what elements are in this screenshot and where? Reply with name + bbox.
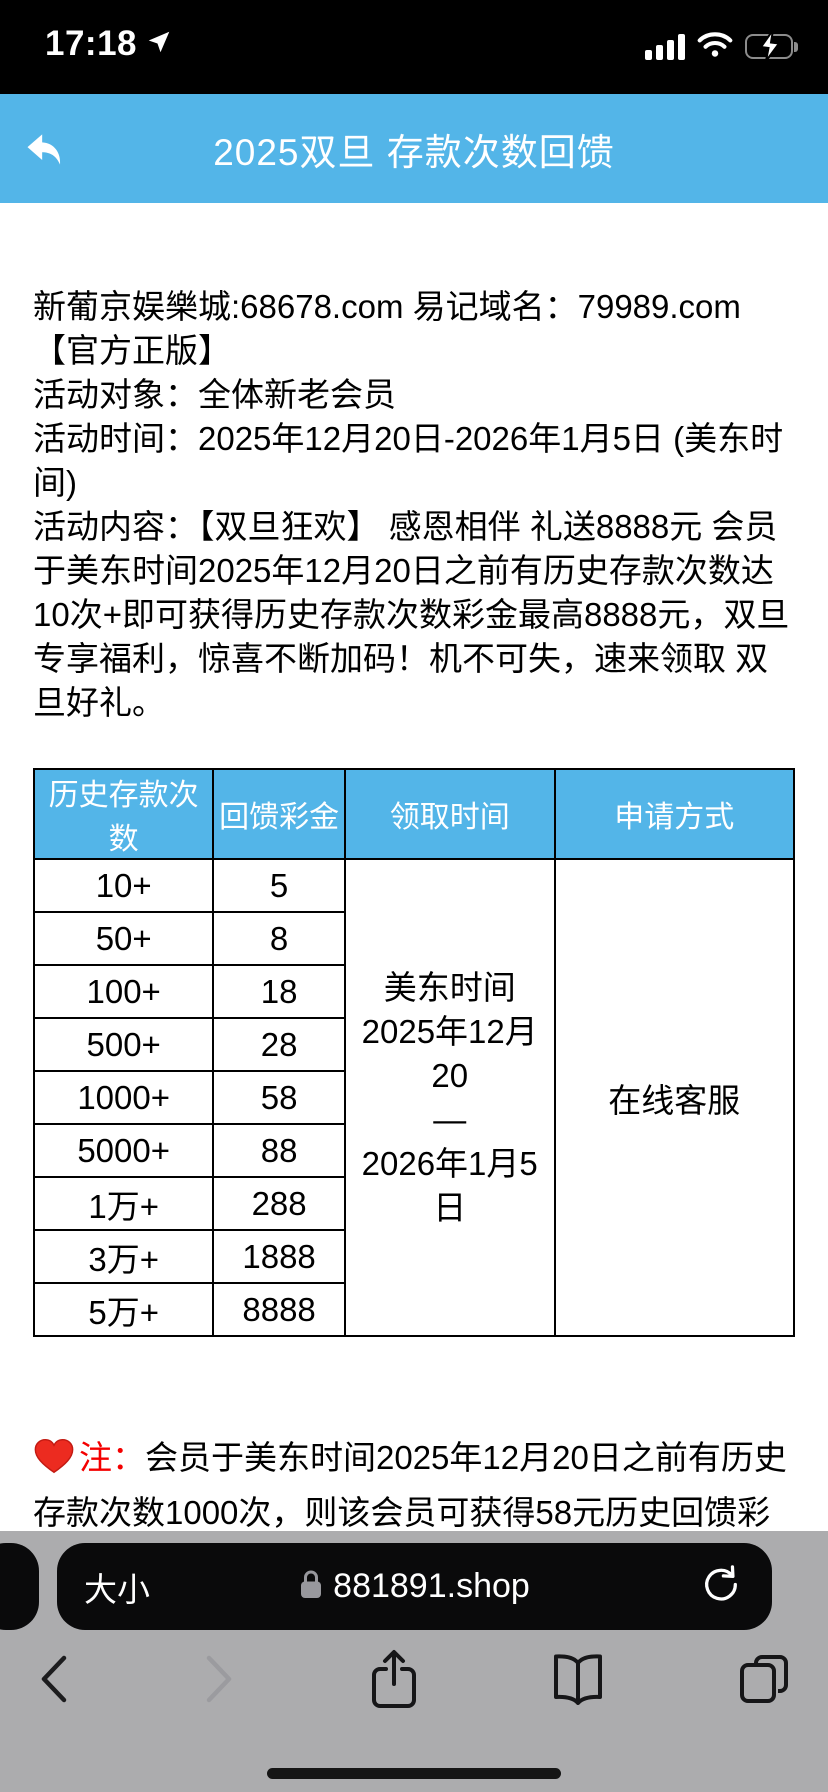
table-row: 1万+ 288 (32, 1176, 794, 1231)
note-paragraph: 注：会员于美东时间2025年12月20日之前有历史存款次数1000次，则该会员可… (33, 1433, 795, 1586)
deposit-count-cell: 50+ (32, 911, 215, 966)
deposit-count-cell: 100+ (32, 964, 215, 1019)
red-heart-icon (33, 1437, 75, 1488)
table-row: 3万+ 1888 (32, 1229, 794, 1284)
col-header-bonus: 回馈彩金 (212, 768, 346, 860)
table-row: 5000+ 88 (32, 1123, 794, 1178)
table-header-row: 历史存款次数 回馈彩金 领取时间 申请方式 (32, 768, 796, 860)
bonus-cell: 28 (212, 1017, 346, 1072)
deposit-count-cell: 3万+ (32, 1229, 215, 1284)
col-header-claim-time: 领取时间 (343, 768, 556, 860)
table-row: 500+ 28 (32, 1017, 794, 1072)
bookmarks-icon[interactable] (551, 1653, 605, 1705)
table-row: 10+ 5 美东时间 2025年12月20 — 2026年1月5日 在线客服 (32, 858, 796, 1337)
promo-audience-line: 活动对象：全体新老会员 (33, 376, 396, 413)
url-text: 881891.shop (333, 1567, 530, 1605)
deposit-count-cell: 5000+ (32, 1123, 215, 1178)
deposit-count-cell: 1000+ (32, 1070, 215, 1125)
table-row: 100+ 18 (32, 964, 794, 1019)
claim-time-line: 美东时间 (383, 968, 516, 1006)
bonus-cell: 5 (212, 858, 346, 913)
claim-time-cell: 美东时间 2025年12月20 — 2026年1月5日 (343, 858, 556, 1337)
tabs-icon[interactable] (738, 1653, 790, 1705)
rebate-table: 历史存款次数 回馈彩金 领取时间 申请方式 10+ 5 美东时间 2025年12… (32, 768, 796, 1337)
page-header: 2025双旦 存款次数回馈 (0, 94, 828, 203)
bonus-cell: 8888 (212, 1282, 346, 1337)
page-title: 2025双旦 存款次数回馈 (213, 131, 615, 173)
table-row: 5万+ 8888 (32, 1282, 794, 1337)
clock: 17:18 (45, 24, 138, 63)
claim-time-line: 2025年12月20 (361, 1012, 538, 1094)
table-row: 1000+ 58 (32, 1070, 794, 1125)
address-bar[interactable]: 大小 881891.shop (57, 1543, 772, 1630)
reload-button[interactable] (700, 1563, 742, 1610)
lock-icon (299, 1568, 323, 1605)
note-prefix: 注： (79, 1439, 145, 1476)
col-header-apply-method: 申请方式 (553, 768, 796, 860)
back-chevron-icon[interactable] (36, 1653, 70, 1705)
adjacent-tab-preview[interactable] (0, 1543, 39, 1630)
bonus-cell: 8 (212, 911, 346, 966)
bonus-cell: 88 (212, 1123, 346, 1178)
battery-charging-icon (744, 29, 798, 62)
share-icon[interactable] (370, 1648, 418, 1710)
forward-chevron-icon[interactable] (203, 1653, 237, 1705)
status-bar: 17:18 (0, 0, 828, 94)
claim-time-line: 2026年1月5日 (361, 1144, 538, 1226)
promo-details-paragraph: 活动内容：【双旦狂欢】 感恩相伴 礼送8888元 会员于美东时间2025年12月… (33, 508, 790, 721)
location-arrow-icon (146, 29, 172, 60)
bonus-cell: 18 (212, 964, 346, 1019)
table-row: 50+ 8 (32, 911, 794, 966)
text-size-button[interactable]: 大小 (84, 1570, 150, 1608)
deposit-count-cell: 1万+ (32, 1176, 215, 1231)
back-button[interactable] (22, 127, 66, 171)
bonus-cell: 1888 (212, 1229, 346, 1284)
deposit-count-cell: 10+ (32, 858, 215, 913)
col-header-deposit-count: 历史存款次数 (32, 768, 215, 860)
deposit-count-cell: 500+ (32, 1017, 215, 1072)
browser-nav-row (0, 1649, 828, 1709)
deposit-count-cell: 5万+ (32, 1282, 215, 1337)
note-text: 会员于美东时间2025年12月20日之前有历史存款次数1000次，则该会员可获得… (33, 1439, 787, 1580)
promo-domains-line: 新葡京娱樂城:68678.com 易记域名：79989.com【官方正版】 (33, 288, 741, 369)
claim-time-dash: — (433, 1100, 467, 1138)
browser-toolbar: 大小 881891.shop (0, 1531, 828, 1792)
page-content: 新葡京娱樂城:68678.com 易记域名：79989.com【官方正版】 活动… (0, 285, 828, 1792)
apply-method-cell: 在线客服 (553, 858, 796, 1337)
bonus-cell: 58 (212, 1070, 346, 1125)
bonus-cell: 288 (212, 1176, 346, 1231)
signal-bars-icon (644, 33, 685, 60)
wifi-icon (697, 30, 733, 63)
home-indicator[interactable] (267, 1768, 561, 1779)
promo-period-line: 活动时间：2025年12月20日-2026年1月5日 (美东时间) (33, 420, 784, 501)
